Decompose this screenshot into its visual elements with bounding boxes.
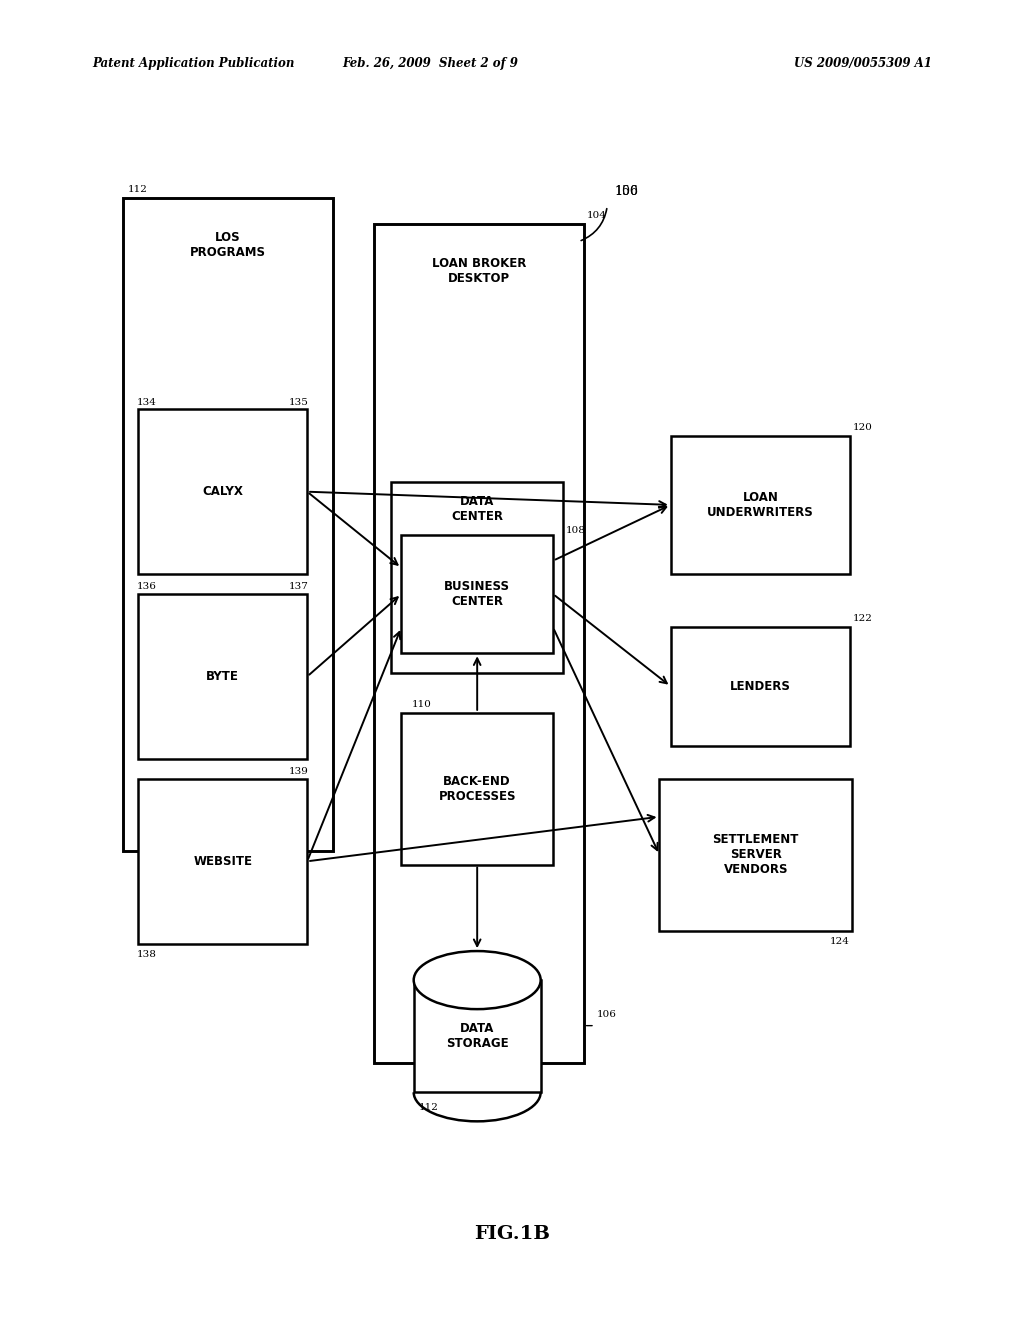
Text: CALYX: CALYX: [203, 486, 243, 498]
Bar: [414, 979, 541, 1093]
FancyBboxPatch shape: [659, 779, 852, 931]
Text: 104: 104: [587, 211, 606, 220]
Text: 112: 112: [128, 185, 147, 194]
FancyBboxPatch shape: [671, 627, 850, 746]
Text: DATA
STORAGE: DATA STORAGE: [445, 1022, 509, 1051]
FancyArrowPatch shape: [582, 209, 607, 240]
FancyBboxPatch shape: [401, 535, 553, 653]
Text: 134: 134: [137, 397, 157, 407]
Text: LOS
PROGRAMS: LOS PROGRAMS: [189, 231, 266, 259]
Ellipse shape: [414, 950, 541, 1008]
Text: LENDERS: LENDERS: [730, 680, 791, 693]
Text: WEBSITE: WEBSITE: [194, 855, 252, 867]
Text: 112: 112: [419, 1104, 438, 1111]
Text: BYTE: BYTE: [206, 671, 240, 682]
Text: 122: 122: [853, 614, 872, 623]
Text: DATA
CENTER: DATA CENTER: [452, 495, 503, 523]
Text: 124: 124: [830, 937, 850, 946]
Text: Feb. 26, 2009  Sheet 2 of 9: Feb. 26, 2009 Sheet 2 of 9: [342, 57, 518, 70]
Text: 136: 136: [137, 582, 157, 591]
FancyBboxPatch shape: [123, 198, 333, 851]
FancyBboxPatch shape: [374, 224, 584, 1063]
FancyBboxPatch shape: [401, 713, 553, 865]
Text: FIG.1B: FIG.1B: [474, 1225, 550, 1243]
Text: Patent Application Publication: Patent Application Publication: [92, 57, 295, 70]
Text: 135: 135: [289, 397, 308, 407]
Text: 110: 110: [412, 700, 431, 709]
FancyBboxPatch shape: [138, 779, 307, 944]
Text: 138: 138: [137, 950, 157, 960]
FancyBboxPatch shape: [391, 482, 563, 673]
Text: LOAN
UNDERWRITERS: LOAN UNDERWRITERS: [707, 491, 814, 519]
FancyBboxPatch shape: [138, 409, 307, 574]
Text: 150: 150: [614, 185, 638, 198]
Text: 139: 139: [289, 767, 308, 776]
FancyBboxPatch shape: [138, 594, 307, 759]
Text: LOAN BROKER
DESKTOP: LOAN BROKER DESKTOP: [431, 257, 526, 285]
Text: 106: 106: [614, 185, 638, 198]
Text: US 2009/0055309 A1: US 2009/0055309 A1: [794, 57, 932, 70]
Text: BACK-END
PROCESSES: BACK-END PROCESSES: [438, 775, 516, 803]
Text: BUSINESS
CENTER: BUSINESS CENTER: [444, 579, 510, 609]
Text: 108: 108: [566, 525, 586, 535]
Text: 106: 106: [597, 1010, 616, 1019]
Text: 137: 137: [289, 582, 308, 591]
Text: 120: 120: [853, 422, 872, 432]
Text: SETTLEMENT
SERVER
VENDORS: SETTLEMENT SERVER VENDORS: [713, 833, 799, 876]
FancyBboxPatch shape: [671, 436, 850, 574]
